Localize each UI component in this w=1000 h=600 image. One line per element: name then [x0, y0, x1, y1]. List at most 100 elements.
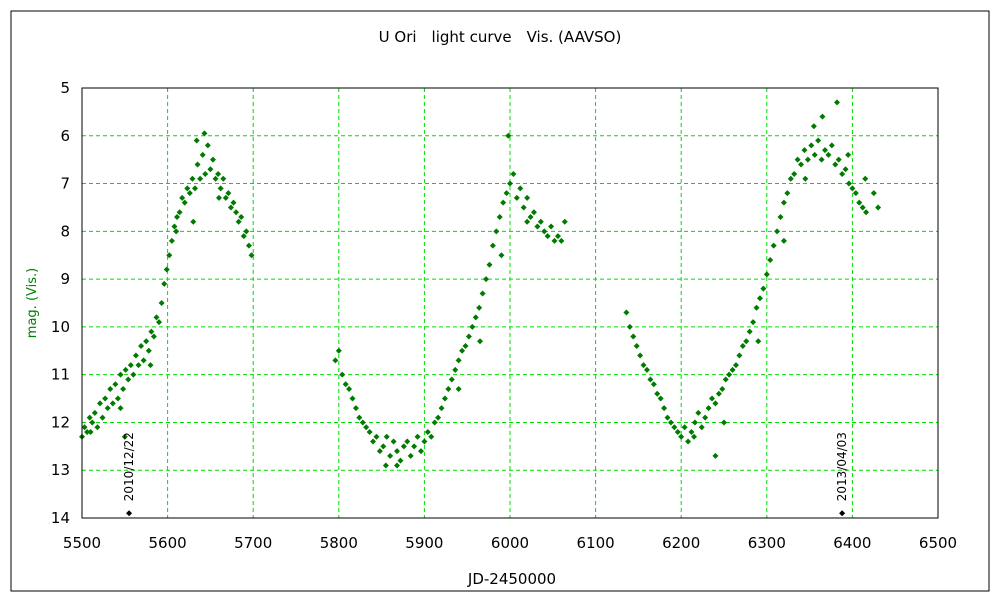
- data-point: [863, 209, 870, 216]
- data-point: [132, 352, 139, 359]
- data-point: [630, 333, 637, 340]
- data-point: [421, 438, 428, 445]
- data-point: [465, 333, 472, 340]
- data-point: [424, 429, 431, 435]
- data-point: [240, 233, 247, 240]
- data-point: [845, 180, 852, 187]
- data-point: [138, 343, 145, 349]
- data-point: [681, 424, 688, 431]
- data-point: [148, 328, 155, 335]
- data-point: [387, 452, 394, 459]
- data-point: [197, 175, 204, 182]
- data-point: [448, 376, 455, 383]
- data-point: [561, 218, 568, 225]
- data-point: [500, 199, 507, 206]
- data-point: [715, 390, 722, 397]
- data-point: [667, 419, 674, 426]
- data-point: [637, 352, 644, 359]
- data-point: [417, 448, 424, 455]
- data-point: [777, 214, 784, 220]
- data-point: [541, 228, 548, 235]
- data-point: [763, 271, 770, 278]
- data-point: [828, 142, 835, 149]
- y-tick-label: 9: [60, 270, 70, 288]
- data-point: [794, 156, 801, 163]
- data-point: [233, 209, 240, 216]
- data-point: [633, 343, 640, 349]
- data-point: [332, 357, 339, 364]
- data-point: [705, 405, 712, 412]
- data-point: [691, 419, 698, 426]
- data-point: [496, 214, 503, 220]
- data-point: [462, 343, 469, 349]
- data-point: [363, 424, 370, 431]
- data-point: [373, 433, 380, 440]
- data-point: [194, 161, 201, 168]
- data-point: [476, 304, 483, 311]
- x-tick-label: 6200: [662, 534, 700, 552]
- data-point: [158, 300, 165, 306]
- data-point: [839, 171, 846, 177]
- data-point: [685, 438, 692, 445]
- data-point: [215, 171, 222, 177]
- data-point: [801, 147, 808, 154]
- data-point: [678, 433, 685, 440]
- data-point: [189, 175, 196, 182]
- x-tick-labels: 5500 5600 5700 5800 5900 6000 6100 6200 6300 6400…: [63, 534, 957, 552]
- data-point: [654, 390, 661, 397]
- data-point: [870, 190, 877, 197]
- y-tick-label: 14: [51, 509, 70, 527]
- data-point: [750, 319, 757, 326]
- data-point: [382, 462, 389, 469]
- data-point: [774, 228, 781, 235]
- data-point: [390, 438, 397, 445]
- data-point: [243, 228, 250, 235]
- data-point: [524, 194, 531, 201]
- data-point: [181, 199, 188, 206]
- data-point: [486, 261, 493, 268]
- data-point: [505, 132, 512, 139]
- x-tick-label: 6100: [577, 534, 615, 552]
- data-point: [493, 228, 500, 235]
- data-point: [739, 343, 746, 349]
- data-point: [215, 194, 222, 201]
- data-point: [376, 448, 383, 455]
- data-point: [121, 433, 128, 440]
- data-point: [102, 395, 109, 402]
- data-point: [81, 424, 88, 431]
- data-point: [558, 237, 565, 244]
- data-point: [125, 376, 132, 383]
- data-point: [404, 438, 411, 445]
- y-tick-label: 7: [60, 175, 70, 193]
- data-point: [520, 204, 527, 211]
- data-point: [791, 171, 798, 177]
- data-point: [842, 166, 849, 173]
- data-point: [856, 199, 863, 206]
- data-point: [530, 209, 537, 216]
- data-point: [120, 386, 127, 392]
- data-point: [248, 252, 255, 259]
- data-point: [163, 266, 170, 273]
- data-point: [174, 214, 181, 220]
- data-point: [201, 130, 208, 137]
- data-point: [342, 381, 349, 388]
- data-point: [729, 366, 736, 373]
- data-point: [875, 204, 882, 211]
- data-point: [220, 175, 227, 182]
- data-point: [238, 214, 245, 220]
- data-point: [760, 285, 767, 292]
- data-point: [498, 252, 505, 259]
- data-point: [193, 137, 200, 144]
- annotation-label: 2010/12/22: [122, 432, 136, 501]
- data-point: [643, 366, 650, 373]
- data-point: [114, 395, 121, 402]
- data-point: [84, 429, 91, 435]
- data-point: [87, 429, 94, 435]
- data-point: [459, 347, 466, 354]
- data-point: [380, 443, 387, 450]
- data-point: [89, 419, 96, 426]
- data-point: [534, 223, 541, 230]
- data-point: [674, 429, 681, 435]
- y-tick-label: 6: [60, 127, 70, 145]
